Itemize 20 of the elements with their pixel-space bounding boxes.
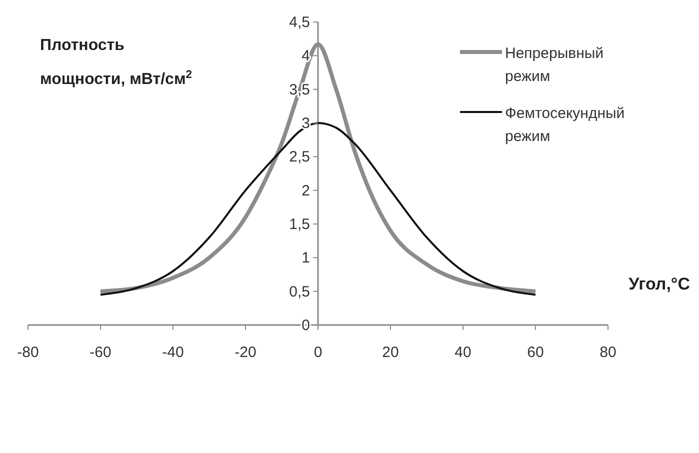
y-tick-label: 0,5 [289, 283, 310, 300]
legend-label: Непрерывный режим [505, 45, 604, 85]
x-tick-label: 60 [527, 344, 544, 361]
legend-label: Фемтосекундный режим [505, 105, 625, 145]
x-tick-label: -80 [17, 344, 39, 361]
y-tick-label: 1,5 [289, 216, 310, 233]
x-tick-label: -20 [234, 344, 256, 361]
x-axis-title: Угол,°C [628, 274, 690, 294]
x-tick-label: 20 [382, 344, 399, 361]
y-axis-title: Плотность мощности, мВт/см$^{2}$ [40, 37, 192, 88]
x-tick-label: 40 [454, 344, 472, 361]
y-tick-label: 1 [302, 250, 310, 267]
y-tick-label: 2,5 [289, 148, 310, 166]
x-tick-label: 80 [600, 344, 616, 361]
x-tick-label: -60 [90, 344, 112, 361]
y-tick-label: 4 [302, 48, 310, 65]
x-tick-label: -40 [162, 344, 184, 361]
x-tick-label: 0 [314, 344, 322, 361]
y-tick-label: 2 [302, 182, 310, 200]
y-tick-label: 4,5 [289, 14, 310, 31]
